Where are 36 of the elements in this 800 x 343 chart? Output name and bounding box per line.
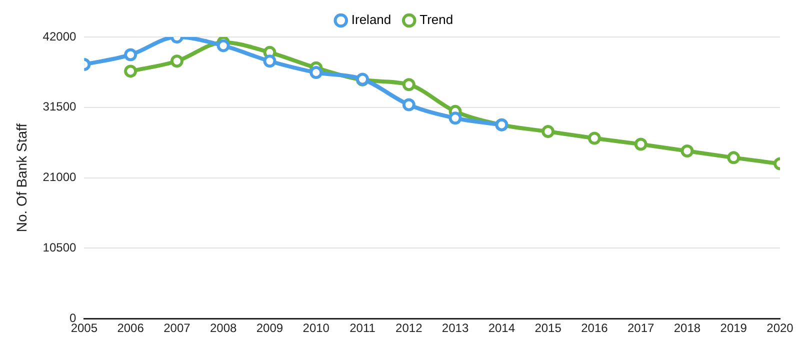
point (402, 98, 416, 112)
x-tick-label: 2007 (164, 321, 191, 336)
legend-label: Trend (420, 12, 454, 28)
x-tick-label: 2008 (210, 321, 238, 336)
x-tick-label: 2018 (674, 321, 701, 336)
point (680, 144, 694, 158)
point (542, 125, 555, 138)
point (124, 64, 138, 78)
x-tick-label: 2015 (534, 321, 562, 336)
x-tick-label: 2017 (627, 321, 655, 336)
y-tick-label: 21000 (42, 170, 76, 184)
y-axis-title: No. Of Bank Staff (13, 123, 30, 232)
point (402, 78, 416, 92)
y-tick-label: 42000 (42, 29, 76, 44)
x-tick-label: 2012 (396, 321, 423, 336)
x-tick-label: 2019 (720, 321, 748, 336)
point (263, 54, 276, 68)
point (310, 66, 323, 80)
point (124, 48, 138, 62)
x-tick-label: 2006 (117, 321, 144, 336)
point (216, 39, 230, 52)
y-tick-label: 31500 (42, 100, 76, 114)
x-tick-label: 2020 (766, 321, 794, 336)
x-tick-label: 2016 (581, 321, 608, 336)
x-tick-label: 2009 (256, 321, 284, 336)
x-tick-label: 2014 (488, 321, 516, 336)
point (727, 151, 740, 164)
legend-label: Ireland (351, 12, 392, 28)
x-tick-label: 2013 (442, 321, 469, 336)
x-tick-label: 2011 (350, 321, 376, 336)
y-tick-label: 10500 (42, 240, 76, 255)
point (448, 112, 462, 125)
point (170, 54, 184, 68)
x-tick-label: 2010 (302, 321, 330, 336)
point (588, 132, 601, 145)
point (634, 138, 648, 151)
